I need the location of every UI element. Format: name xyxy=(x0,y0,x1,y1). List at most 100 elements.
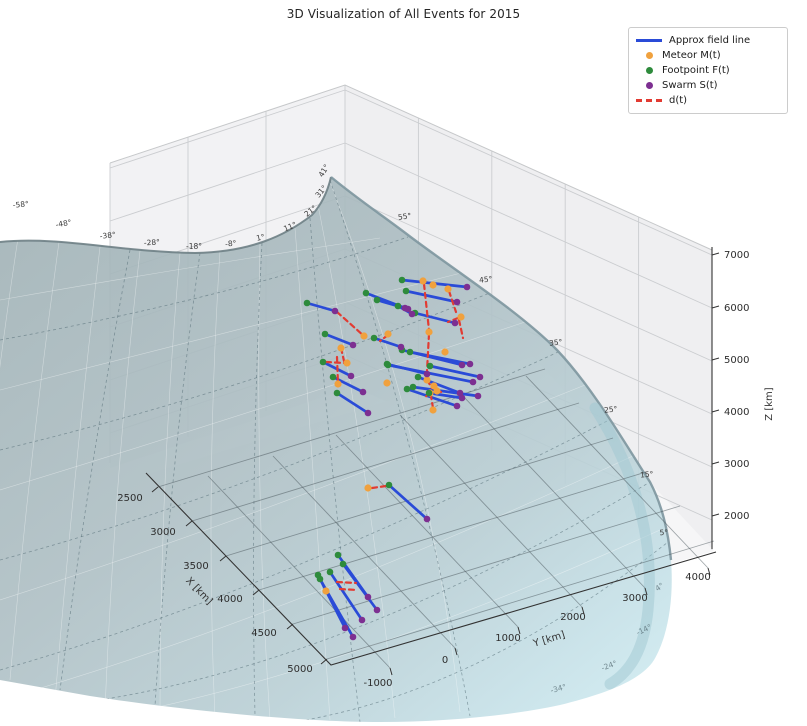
field-line xyxy=(372,336,403,349)
field-line xyxy=(427,391,464,400)
distance-line xyxy=(457,318,465,340)
field-line xyxy=(323,332,355,347)
field-line xyxy=(404,289,459,304)
footpoint-point xyxy=(339,560,347,568)
footpoint-point xyxy=(319,358,327,366)
meteor-point xyxy=(337,344,345,352)
swarm-point xyxy=(404,305,412,313)
swarm-point xyxy=(364,593,372,601)
swarm-point xyxy=(349,341,357,349)
distance-line xyxy=(370,484,388,490)
legend-label: Swarm S(t) xyxy=(662,80,718,91)
z-tick-label: 4000 xyxy=(724,407,749,418)
x-tick-label: 5000 xyxy=(287,664,312,675)
sphere-limb-edge xyxy=(330,176,673,561)
distance-line xyxy=(422,282,431,332)
footpoint-point xyxy=(334,551,342,559)
field-line xyxy=(341,562,379,612)
degree-label: -8° xyxy=(225,239,237,249)
swarm-point xyxy=(423,370,431,378)
footpoint-point xyxy=(414,373,422,381)
z-tick-label: 5000 xyxy=(724,355,749,366)
swarm-points xyxy=(331,283,484,641)
y-tick-label: 0 xyxy=(442,655,448,666)
sphere xyxy=(0,176,673,722)
degree-label: -28° xyxy=(144,238,161,248)
events-layer xyxy=(303,276,484,641)
meteor-point xyxy=(441,348,449,356)
degree-label: -48° xyxy=(55,218,73,230)
footpoint-point xyxy=(409,383,417,391)
swarm-point xyxy=(456,389,464,397)
footpoint-point xyxy=(321,330,329,338)
field-line xyxy=(387,483,429,521)
swarm-point xyxy=(359,388,367,396)
pane-right xyxy=(345,85,712,548)
footpoint-point xyxy=(426,362,434,370)
swarm-point xyxy=(474,392,482,400)
degree-label: -34° xyxy=(549,682,567,695)
footpoint-point xyxy=(326,568,334,576)
footpoint-point xyxy=(316,575,324,583)
degree-label: 35° xyxy=(549,337,563,347)
footpoint-points xyxy=(303,276,434,583)
z-tick-label: 2000 xyxy=(724,511,749,522)
floor-grid xyxy=(157,368,715,669)
swarm-point xyxy=(453,402,461,410)
meteor-point xyxy=(360,332,368,340)
footpoint-swatch-icon xyxy=(646,67,653,74)
field-line xyxy=(335,391,370,415)
distance-swatch-icon xyxy=(636,99,662,102)
footpoint-point xyxy=(403,385,411,393)
swarm-point xyxy=(364,409,372,417)
x-tick-label: 3000 xyxy=(150,527,175,538)
degree-label: -18° xyxy=(186,242,202,251)
chart-title: 3D Visualization of All Events for 2015 xyxy=(286,7,521,21)
legend-item-footpoint: Footpoint F(t) xyxy=(636,63,779,78)
swarm-point xyxy=(476,373,484,381)
footpoint-point xyxy=(333,389,341,397)
meteor-point xyxy=(322,587,330,595)
meteor-point xyxy=(433,387,441,395)
degree-label: 15° xyxy=(640,469,654,479)
sphere-rim-edge xyxy=(0,176,332,255)
footpoint-point xyxy=(329,373,337,381)
footpoint-point xyxy=(425,389,433,397)
legend-item-swarm: Swarm S(t) xyxy=(636,78,779,93)
meteor-point xyxy=(364,484,372,492)
y-tick-label: 4000 xyxy=(685,572,710,583)
swarm-point xyxy=(373,606,381,614)
graticule-lines xyxy=(0,179,669,722)
footpoint-point xyxy=(402,287,410,295)
distance-line xyxy=(447,289,458,314)
field-line xyxy=(408,350,472,366)
swarm-swatch-icon xyxy=(646,82,653,89)
footpoint-point xyxy=(373,296,381,304)
y-tick-label: 1000 xyxy=(495,633,520,644)
z-tick-label: 6000 xyxy=(724,303,749,314)
degree-label: 55° xyxy=(397,211,412,222)
swarm-point xyxy=(408,310,416,318)
z-tick-label: 7000 xyxy=(724,250,749,261)
meteor-point xyxy=(334,380,342,388)
field-line xyxy=(411,385,480,398)
field-line xyxy=(428,364,482,379)
footpoint-point xyxy=(370,334,378,342)
x-tick-label: 3500 xyxy=(183,561,208,572)
x-tick-label: 4500 xyxy=(251,628,276,639)
meteor-point xyxy=(457,313,465,321)
x-tick-label: 4000 xyxy=(217,594,242,605)
field-line xyxy=(328,570,364,622)
swarm-point xyxy=(458,394,466,402)
footpoint-point xyxy=(394,302,402,310)
legend-label: Meteor M(t) xyxy=(662,50,721,61)
legend-item-meteor: Meteor M(t) xyxy=(636,48,779,63)
distance-line xyxy=(335,580,358,585)
y-tick-label: 2000 xyxy=(560,612,585,623)
meteor-point xyxy=(444,285,452,293)
legend-label: Footpoint F(t) xyxy=(662,65,730,76)
swarm-point xyxy=(347,372,355,380)
distance-line xyxy=(429,394,435,410)
meteor-points xyxy=(322,277,465,595)
